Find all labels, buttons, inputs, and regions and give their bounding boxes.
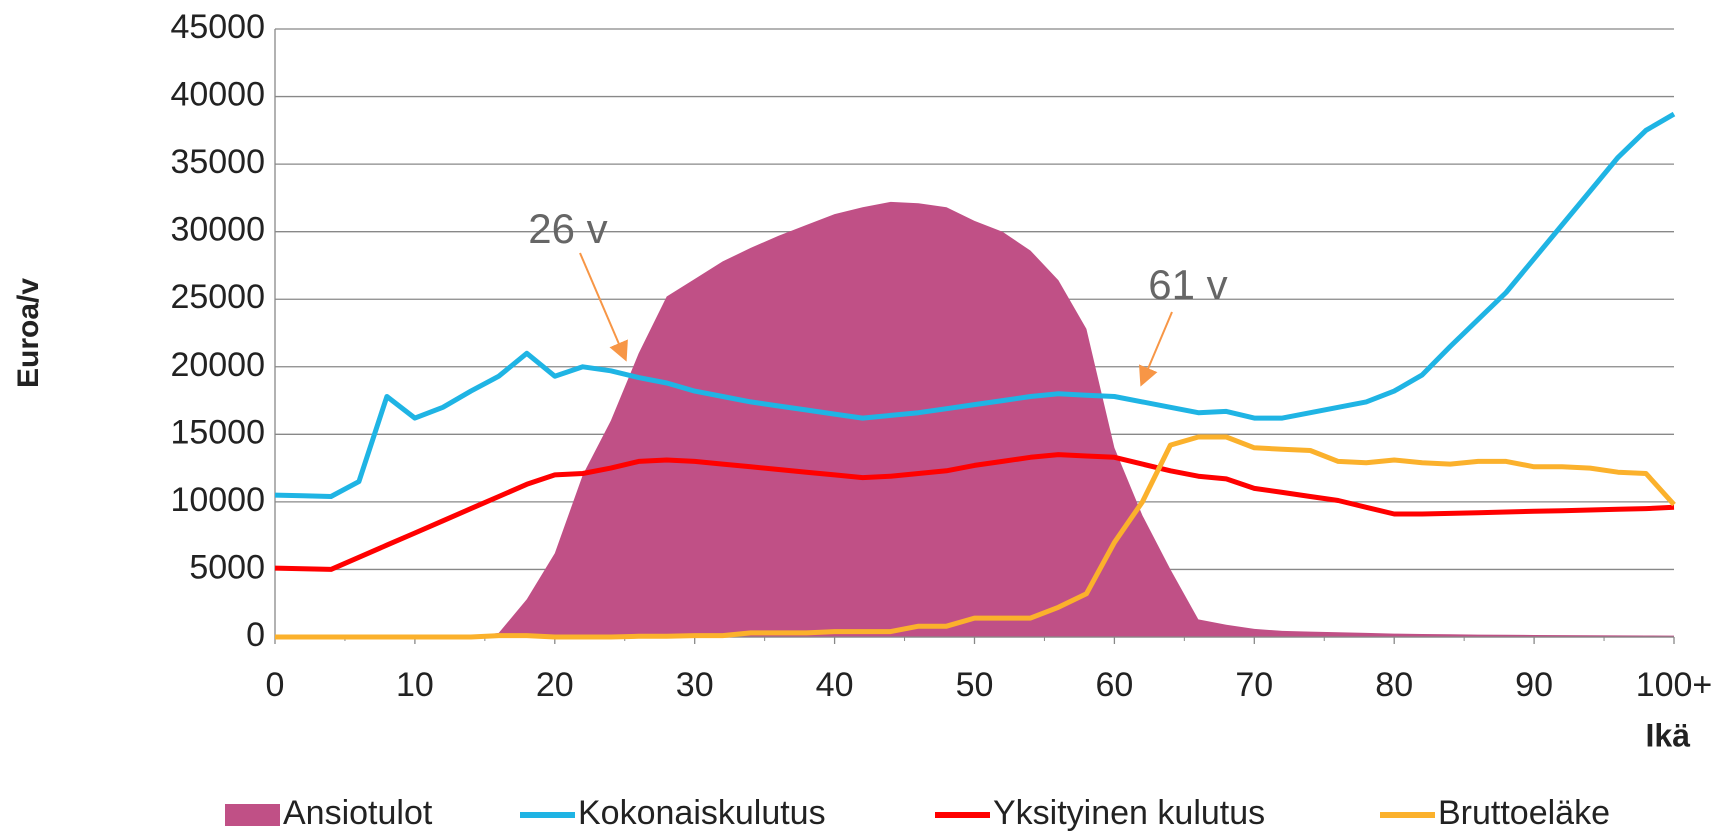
y-tick-label: 20000 (170, 346, 265, 384)
x-tick-label: 10 (396, 666, 434, 704)
x-tick-label: 60 (1095, 666, 1133, 704)
line (274, 452, 1675, 572)
x-tick-label: 0 (266, 666, 285, 704)
x-axis-label: Ikä (1646, 717, 1691, 753)
annotation: 61 v (1148, 261, 1227, 308)
x-tick-label: 40 (816, 666, 854, 704)
y-tick-label: 45000 (170, 8, 265, 46)
x-tick-label: 50 (956, 666, 994, 704)
annotation-arrow (1139, 311, 1173, 387)
y-tick-label: 35000 (170, 143, 265, 181)
x-tick-label: 100+ (1636, 666, 1713, 704)
y-tick-label: 5000 (189, 548, 265, 586)
legend-swatch (225, 804, 280, 826)
x-tick-label: 30 (676, 666, 714, 704)
line (275, 434, 1676, 640)
line (274, 111, 1676, 499)
x-tick-label: 70 (1235, 666, 1273, 704)
legend-label: Ansiotulot (283, 794, 433, 832)
area (275, 201, 1674, 637)
y-tick-label: 40000 (170, 76, 265, 114)
y-tick-label: 25000 (170, 278, 265, 316)
y-tick-label: 15000 (170, 413, 265, 451)
x-tick-label: 20 (536, 666, 574, 704)
y-axis-label: Euroa/v (12, 278, 45, 388)
legend-label: Bruttoeläke (1438, 794, 1610, 832)
legend-label: Yksityinen kulutus (993, 794, 1265, 832)
annotation: 26 v (528, 205, 607, 252)
legend-label: Kokonaiskulutus (578, 794, 826, 832)
x-tick-label: 90 (1515, 666, 1553, 704)
y-tick-label: 0 (246, 616, 265, 654)
y-tick-label: 30000 (170, 211, 265, 249)
y-tick-label: 10000 (170, 481, 265, 519)
x-tick-label: 80 (1375, 666, 1413, 704)
annotation-arrow (579, 252, 628, 362)
